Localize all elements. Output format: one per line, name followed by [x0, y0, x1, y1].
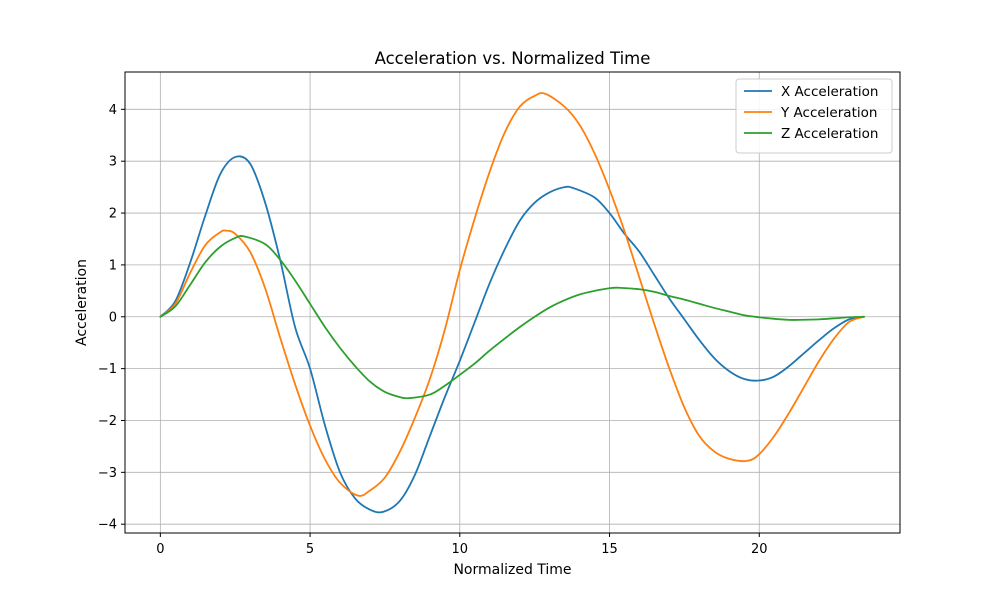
grid-lines: [125, 72, 900, 533]
y-tick-label: 3: [109, 155, 117, 170]
y-tick-label: −2: [98, 414, 117, 429]
y-tick-label: −4: [98, 518, 117, 533]
chart-title: Acceleration vs. Normalized Time: [375, 49, 651, 68]
legend-label-y-acceleration: Y Acceleration: [780, 105, 877, 121]
y-tick-label: −1: [98, 362, 117, 377]
legend: X Acceleration Y Acceleration Z Accelerati…: [735, 78, 893, 154]
y-tick-label: 1: [109, 258, 117, 273]
axis-ticks: 0 5 10 15 20 −4 −3 −2 −1 0 1 2 3 4: [98, 103, 768, 557]
plot-frame: [124, 71, 901, 534]
legend-label-z-acceleration: Z Acceleration: [781, 126, 878, 142]
legend-label-x-acceleration: X Acceleration: [781, 84, 878, 100]
x-tick-label: 5: [306, 542, 314, 557]
x-tick-label: 15: [601, 542, 618, 557]
x-tick-label: 10: [452, 542, 469, 557]
x-tick-label: 0: [156, 542, 164, 557]
y-tick-label: 0: [109, 310, 117, 325]
y-tick-label: 2: [109, 207, 117, 222]
y-tick-label: 4: [109, 103, 117, 118]
x-axis-label: Normalized Time: [453, 562, 571, 578]
series-line-z-acceleration: [159, 235, 865, 400]
y-tick-label: −3: [98, 466, 117, 481]
y-axis-label: Acceleration: [74, 259, 90, 346]
x-tick-label: 20: [751, 542, 768, 557]
series-line-x-acceleration: [159, 155, 865, 514]
series-line-y-acceleration: [159, 92, 865, 497]
legend-box: [735, 78, 893, 154]
series-lines: [159, 92, 865, 514]
